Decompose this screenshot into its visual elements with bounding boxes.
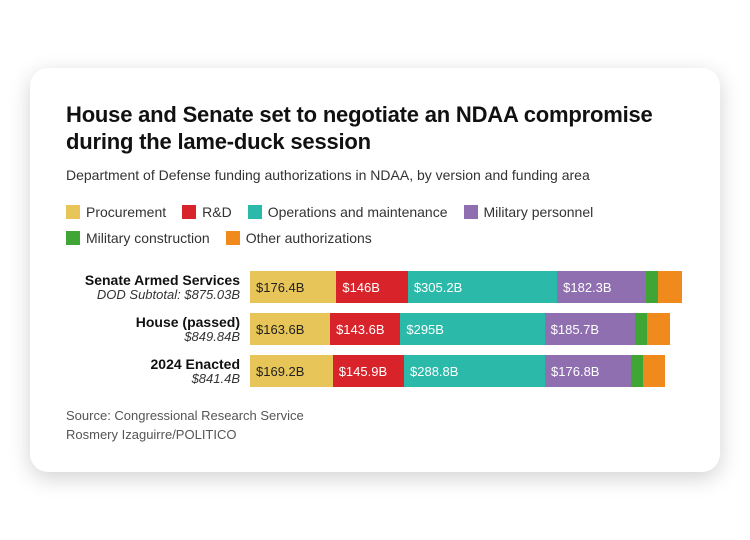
- bar-segment: $146B: [336, 271, 407, 303]
- bar-segment: $169.2B: [250, 355, 333, 387]
- chart-card: House and Senate set to negotiate an NDA…: [30, 68, 720, 472]
- bar-segment: $145.9B: [333, 355, 404, 387]
- stacked-bar: $169.2B$145.9B$288.8B$176.8B: [250, 355, 665, 387]
- legend-item: Other authorizations: [226, 227, 372, 249]
- bar-segment: [647, 313, 669, 345]
- legend-label: Operations and maintenance: [268, 201, 448, 223]
- bar-segment: [658, 271, 682, 303]
- legend-label: Other authorizations: [246, 227, 372, 249]
- row-name: House (passed): [66, 314, 240, 330]
- bar-row: 2024 Enacted$841.4B $169.2B$145.9B$288.8B…: [66, 355, 684, 387]
- stacked-bar: $163.6B$143.6B$295B$185.7B: [250, 313, 670, 345]
- bar-segment: [646, 271, 658, 303]
- legend-item: Procurement: [66, 201, 166, 223]
- legend-swatch: [464, 205, 478, 219]
- legend: Procurement R&D Operations and maintenance…: [66, 201, 684, 250]
- source-line: Source: Congressional Research Service: [66, 407, 684, 425]
- legend-swatch: [226, 231, 240, 245]
- bar-segment: [643, 355, 665, 387]
- bar-segment: $295B: [400, 313, 544, 345]
- legend-label: R&D: [202, 201, 232, 223]
- legend-swatch: [248, 205, 262, 219]
- row-subtotal: $849.84B: [66, 330, 240, 345]
- bar-rows: Senate Armed ServicesDOD Subtotal: $875.…: [66, 271, 684, 387]
- bar-segment: $163.6B: [250, 313, 330, 345]
- bar-segment: $143.6B: [330, 313, 400, 345]
- bar-segment: $288.8B: [404, 355, 545, 387]
- legend-item: Military personnel: [464, 201, 594, 223]
- stacked-bar: $176.4B$146B$305.2B$182.3B: [250, 271, 682, 303]
- legend-item: Operations and maintenance: [248, 201, 448, 223]
- legend-label: Military personnel: [484, 201, 594, 223]
- bar-segment: $185.7B: [545, 313, 636, 345]
- bar-segment: $305.2B: [408, 271, 557, 303]
- chart-title: House and Senate set to negotiate an NDA…: [66, 102, 684, 156]
- legend-label: Procurement: [86, 201, 166, 223]
- bar-segment: $176.4B: [250, 271, 336, 303]
- row-subtotal: DOD Subtotal: $875.03B: [66, 288, 240, 303]
- source-block: Source: Congressional Research Service R…: [66, 407, 684, 443]
- legend-swatch: [182, 205, 196, 219]
- byline: Rosmery Izaguirre/POLITICO: [66, 426, 684, 444]
- bar-segment: $176.8B: [545, 355, 631, 387]
- legend-item: R&D: [182, 201, 232, 223]
- row-label: House (passed)$849.84B: [66, 314, 240, 345]
- legend-swatch: [66, 231, 80, 245]
- bar-row: Senate Armed ServicesDOD Subtotal: $875.…: [66, 271, 684, 303]
- bar-row: House (passed)$849.84B $163.6B$143.6B$295…: [66, 313, 684, 345]
- legend-item: Military construction: [66, 227, 210, 249]
- row-subtotal: $841.4B: [66, 372, 240, 387]
- legend-swatch: [66, 205, 80, 219]
- row-label: 2024 Enacted$841.4B: [66, 356, 240, 387]
- chart-subtitle: Department of Defense funding authorizat…: [66, 166, 684, 185]
- row-name: 2024 Enacted: [66, 356, 240, 372]
- bar-segment: $182.3B: [557, 271, 646, 303]
- bar-segment: [631, 355, 643, 387]
- row-name: Senate Armed Services: [66, 272, 240, 288]
- legend-label: Military construction: [86, 227, 210, 249]
- bar-segment: [635, 313, 647, 345]
- row-label: Senate Armed ServicesDOD Subtotal: $875.…: [66, 272, 240, 303]
